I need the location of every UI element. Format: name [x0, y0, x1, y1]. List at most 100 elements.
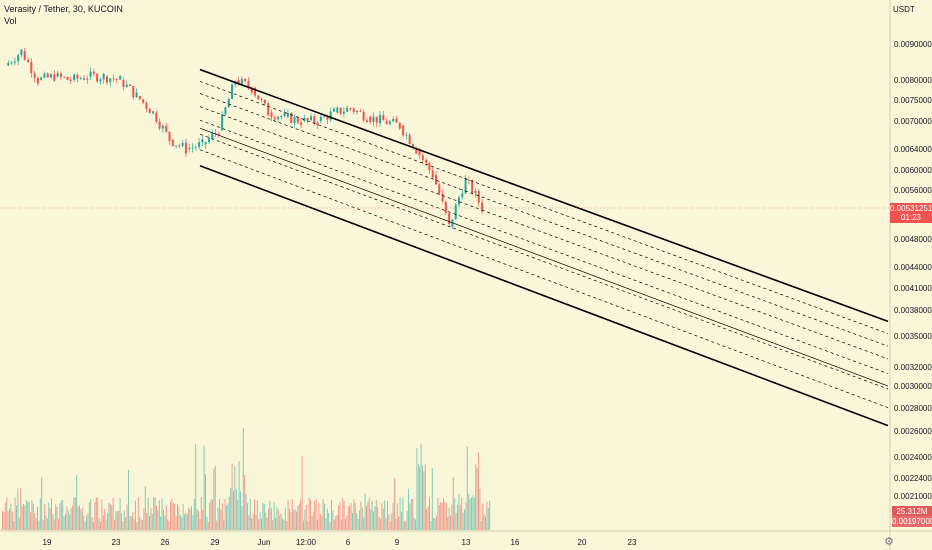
volume-bar	[487, 507, 489, 530]
volume-bar	[385, 518, 387, 530]
volume-bar	[461, 497, 463, 530]
volume-bar	[283, 519, 285, 530]
volume-bar	[11, 511, 13, 530]
volume-bar	[286, 521, 288, 530]
volume-bar	[27, 501, 29, 530]
candle-body	[290, 112, 293, 123]
volume-bar	[153, 497, 155, 530]
time-axis[interactable]: 19 23 26 29 Jun 12:00 6 9 13 16 20 23	[43, 538, 637, 547]
channel-dashed-line[interactable]	[199, 149, 889, 408]
volume-bar	[303, 520, 304, 530]
candle-body	[257, 95, 260, 100]
volume-bar	[214, 465, 216, 530]
volume-bar	[324, 503, 325, 530]
volume-bar	[431, 468, 433, 530]
channel-lower-line[interactable]	[199, 165, 889, 427]
channel-dashed-line[interactable]	[199, 133, 889, 390]
volume-bar	[406, 511, 408, 530]
volume-bar	[345, 518, 346, 530]
channel-dashed-line[interactable]	[199, 119, 889, 374]
volume-bar	[454, 498, 456, 530]
candle-body	[395, 118, 398, 123]
candle-body	[188, 148, 191, 149]
candle-body	[382, 115, 385, 121]
channel-upper-line[interactable]	[199, 68, 889, 323]
volume-bar	[462, 512, 464, 530]
volume-bar	[291, 499, 293, 530]
volume-bar	[422, 465, 423, 530]
volume-bar	[13, 520, 15, 530]
volume-bar	[7, 511, 9, 530]
volume-bar	[284, 507, 286, 530]
candle-body	[385, 121, 388, 125]
volume-bar	[172, 502, 174, 530]
volume-bar	[70, 508, 72, 530]
candle-body	[214, 133, 217, 134]
volume-bar	[347, 506, 349, 530]
candle-body	[481, 202, 484, 212]
candle-body	[244, 78, 247, 82]
volume-price-tag: 0.00197000	[892, 516, 932, 527]
candle-body	[247, 81, 250, 88]
volume-bar	[98, 517, 100, 530]
candle-body	[349, 108, 352, 109]
volume-bar	[42, 520, 44, 530]
volume-bar	[59, 503, 61, 530]
volume-bar	[125, 517, 127, 530]
gear-icon[interactable]: ⚙	[884, 536, 894, 548]
volume-bar	[34, 513, 36, 530]
volume-bar	[160, 516, 162, 530]
channel-dashed-line[interactable]	[199, 106, 889, 360]
candle-body	[138, 96, 141, 100]
candle-body	[96, 73, 99, 82]
volume-bar	[294, 509, 296, 530]
volume-bar	[109, 503, 111, 530]
regression-channel[interactable]	[199, 68, 889, 427]
volume-bar	[191, 506, 192, 530]
volume-bar	[72, 505, 73, 530]
candle-body	[240, 78, 243, 85]
candle-body	[458, 197, 461, 205]
volume-bar	[471, 497, 472, 530]
candle-body	[441, 193, 444, 202]
candle-body	[82, 78, 85, 80]
volume-bar	[317, 519, 318, 530]
volume-bar	[447, 516, 449, 530]
candle-body	[254, 88, 257, 96]
candle-body	[319, 116, 322, 121]
candle-body	[286, 112, 289, 117]
volume-bars	[2, 427, 491, 530]
volume-bar	[182, 503, 184, 530]
channel-dashed-line[interactable]	[199, 81, 889, 334]
volume-bar	[240, 491, 241, 530]
channel-dashed-line[interactable]	[199, 93, 889, 347]
volume-bar	[459, 504, 461, 530]
volume-bar	[440, 501, 442, 530]
volume-bar	[378, 516, 380, 530]
volume-bar	[403, 521, 405, 530]
candle-body	[306, 118, 309, 121]
volume-bar	[413, 517, 415, 530]
channel-center-line[interactable]	[199, 127, 889, 387]
volume-bar	[111, 505, 113, 530]
volume-bar	[342, 497, 344, 530]
volume-bar	[24, 505, 26, 530]
volume-bar	[388, 513, 390, 530]
volume-bar	[361, 507, 363, 530]
volume-bar	[480, 520, 482, 530]
volume-bar	[308, 497, 310, 530]
volume-bar	[279, 515, 281, 530]
volume-bar	[289, 508, 290, 530]
volume-bar	[444, 501, 446, 530]
candle-body	[428, 162, 431, 171]
volume-bar	[335, 516, 337, 530]
volume-bar	[206, 516, 208, 530]
volume-bar	[304, 509, 306, 530]
volume-bar	[81, 507, 83, 530]
volume-bar	[220, 509, 222, 530]
volume-bar	[357, 518, 359, 530]
